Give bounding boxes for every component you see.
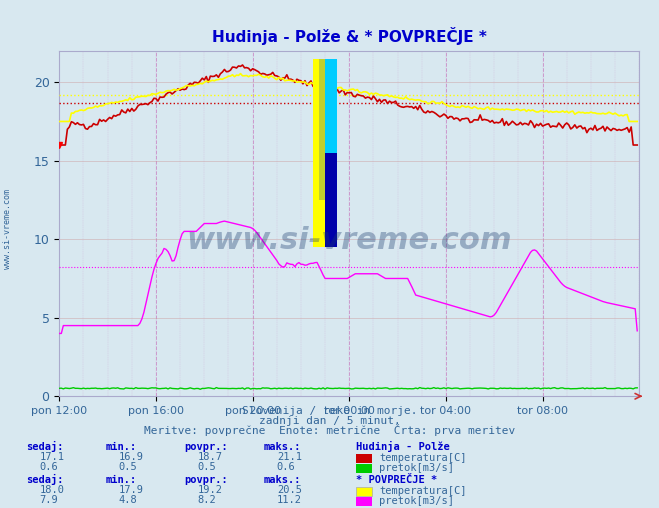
Text: 7.9: 7.9 [40,495,58,505]
Text: 20.5: 20.5 [277,485,302,495]
Text: pretok[m3/s]: pretok[m3/s] [379,463,454,473]
Text: zadnji dan / 5 minut.: zadnji dan / 5 minut. [258,416,401,426]
Text: temperatura[C]: temperatura[C] [379,453,467,463]
Text: 18.7: 18.7 [198,452,223,462]
Text: min.:: min.: [105,441,136,452]
Text: sedaj:: sedaj: [26,473,64,485]
Text: www.si-vreme.com: www.si-vreme.com [3,188,13,269]
Text: sedaj:: sedaj: [26,440,64,452]
Title: Hudinja - Polže & * POVPREČJE *: Hudinja - Polže & * POVPREČJE * [212,27,487,46]
Text: 16.9: 16.9 [119,452,144,462]
Text: 4.8: 4.8 [119,495,137,505]
Text: 0.6: 0.6 [40,462,58,472]
Text: Meritve: povprečne  Enote: metrične  Črta: prva meritev: Meritve: povprečne Enote: metrične Črta:… [144,424,515,436]
Text: 8.2: 8.2 [198,495,216,505]
Bar [325,153,337,247]
Text: www.si-vreme.com: www.si-vreme.com [186,226,512,256]
Text: 17.1: 17.1 [40,452,65,462]
Text: 17.9: 17.9 [119,485,144,495]
Text: maks.:: maks.: [264,441,301,452]
Text: povpr.:: povpr.: [185,474,228,485]
Text: pretok[m3/s]: pretok[m3/s] [379,496,454,506]
Bar [325,58,337,247]
Text: 21.1: 21.1 [277,452,302,462]
Text: 18.0: 18.0 [40,485,65,495]
Bar [313,58,337,247]
Text: maks.:: maks.: [264,474,301,485]
Text: 0.6: 0.6 [277,462,295,472]
Text: temperatura[C]: temperatura[C] [379,486,467,496]
Text: * POVPREČJE *: * POVPREČJE * [356,474,437,485]
Text: Slovenija / reke in morje.: Slovenija / reke in morje. [242,406,417,416]
Text: povpr.:: povpr.: [185,441,228,452]
Text: 0.5: 0.5 [119,462,137,472]
Text: min.:: min.: [105,474,136,485]
Text: 0.5: 0.5 [198,462,216,472]
Bar [319,58,337,200]
Text: 19.2: 19.2 [198,485,223,495]
Text: 11.2: 11.2 [277,495,302,505]
Text: Hudinja - Polže: Hudinja - Polže [356,440,449,452]
